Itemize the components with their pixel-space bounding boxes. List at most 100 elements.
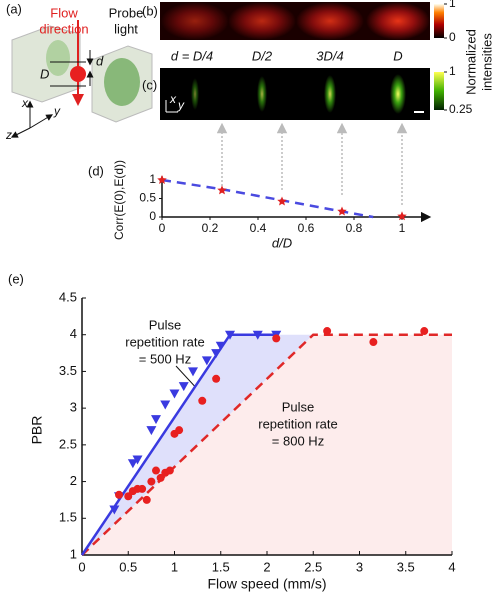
y-tick-label: 3 — [70, 400, 77, 415]
axis-label: y — [177, 98, 185, 112]
axis-label: x — [21, 96, 29, 110]
axis-label: x — [169, 92, 177, 106]
probe-label: light — [114, 21, 138, 36]
data-point — [277, 196, 287, 206]
colorbar-tick-label: 0.25 — [449, 102, 473, 116]
data-point — [323, 327, 332, 336]
data-point — [138, 484, 147, 493]
y-tick-label: 4 — [70, 326, 77, 341]
data-point — [201, 356, 212, 366]
y-tick-label: 1.5 — [59, 510, 77, 525]
y-tick-label: 1 — [149, 172, 156, 186]
x-tick-label: 3 — [356, 559, 363, 574]
colorbar — [434, 72, 444, 110]
annotation: repetition rate — [258, 416, 338, 431]
axis-label: y — [53, 104, 61, 118]
data-point — [115, 490, 123, 499]
colorbar-tick-label: 1 — [449, 64, 456, 78]
y-tick-label: 2 — [70, 473, 77, 488]
x-tick-label: 0 — [159, 221, 166, 235]
annotation: repetition rate — [125, 334, 205, 349]
x-axis-label: d/D — [272, 235, 292, 250]
flow-label: Flow — [50, 5, 78, 20]
x-axis-label: Flow speed (mm/s) — [207, 576, 326, 592]
panel-label: (e) — [8, 271, 24, 286]
y-tick-label: 0 — [149, 209, 156, 223]
data-point — [397, 211, 407, 221]
dimension-label: d — [96, 53, 104, 68]
y-axis-label: PBR — [29, 416, 45, 445]
x-tick-label: 1 — [399, 221, 406, 235]
annotation: Pulse — [282, 399, 315, 414]
x-tick-label: 0 — [78, 559, 85, 574]
shaded-region — [82, 334, 314, 555]
annotation: = 500 Hz — [139, 351, 191, 366]
data-point — [215, 341, 226, 351]
y-tick-label: 0.5 — [139, 191, 156, 205]
data-point — [160, 400, 171, 410]
probe-label: Probe — [109, 5, 144, 20]
panel-label: (c) — [142, 77, 157, 92]
x-tick-label: 0.5 — [119, 559, 137, 574]
x-tick-label: 1.5 — [212, 559, 230, 574]
data-point — [175, 426, 184, 435]
x-tick-label: 0.8 — [346, 221, 363, 235]
panel-label: (a) — [6, 1, 22, 16]
dimension-label: D — [40, 66, 49, 81]
x-tick-label: 0.4 — [250, 221, 267, 235]
y-tick-label: 4.5 — [59, 289, 77, 304]
x-tick-label: 2 — [263, 559, 270, 574]
data-point — [252, 330, 263, 340]
x-tick-label: 4 — [448, 559, 455, 574]
y-tick-label: 3.5 — [59, 363, 77, 378]
data-point — [198, 396, 207, 405]
link-arrows — [216, 122, 408, 205]
position-label: 3D/4 — [316, 48, 343, 63]
data-point — [225, 330, 235, 340]
data-point — [132, 455, 143, 465]
colorbar — [434, 4, 444, 38]
data-point — [420, 327, 429, 336]
data-point — [169, 389, 180, 399]
x-tick-label: 1 — [171, 559, 178, 574]
y-tick-label: 1 — [70, 546, 77, 561]
position-label: D — [393, 48, 402, 63]
data-point — [178, 382, 189, 392]
annotation: = 800 Hz — [272, 433, 324, 448]
axis-label: z — [5, 128, 12, 142]
data-point — [369, 338, 378, 347]
data-point — [152, 466, 160, 475]
shaded-region — [82, 334, 452, 555]
panel-b-image — [160, 2, 430, 40]
panel-label: (d) — [88, 163, 104, 178]
position-label: d = D/4 — [171, 48, 213, 63]
data-point — [337, 206, 347, 216]
x-tick-label: 2.5 — [304, 559, 322, 574]
colorbar-tick-label: 0 — [449, 30, 456, 44]
data-point — [147, 477, 156, 486]
colorbar-label: intensities — [479, 33, 494, 91]
x-tick-label: 0.2 — [202, 221, 219, 235]
x-tick-label: 0.6 — [298, 221, 315, 235]
panel-label: (b) — [142, 3, 158, 18]
data-point — [127, 459, 138, 469]
data-point — [156, 473, 165, 482]
panel-a-drawing — [10, 20, 153, 138]
colorbar-tick-label: 1 — [449, 0, 456, 10]
data-point — [211, 349, 222, 359]
colorbar-label: Normalized — [463, 29, 478, 95]
data-point — [272, 334, 281, 343]
x-tick-label: 3.5 — [397, 559, 415, 574]
y-axis-label: Corr(E(0),E(d)) — [112, 160, 126, 240]
annotation: Pulse — [149, 317, 182, 332]
data-point — [109, 505, 120, 515]
flow-label: direction — [39, 21, 88, 36]
data-point — [165, 466, 174, 475]
data-point — [217, 185, 227, 195]
data-point — [188, 367, 198, 377]
data-point — [157, 175, 167, 185]
data-point — [151, 415, 161, 425]
y-tick-label: 2.5 — [59, 436, 77, 451]
data-point — [212, 374, 221, 383]
